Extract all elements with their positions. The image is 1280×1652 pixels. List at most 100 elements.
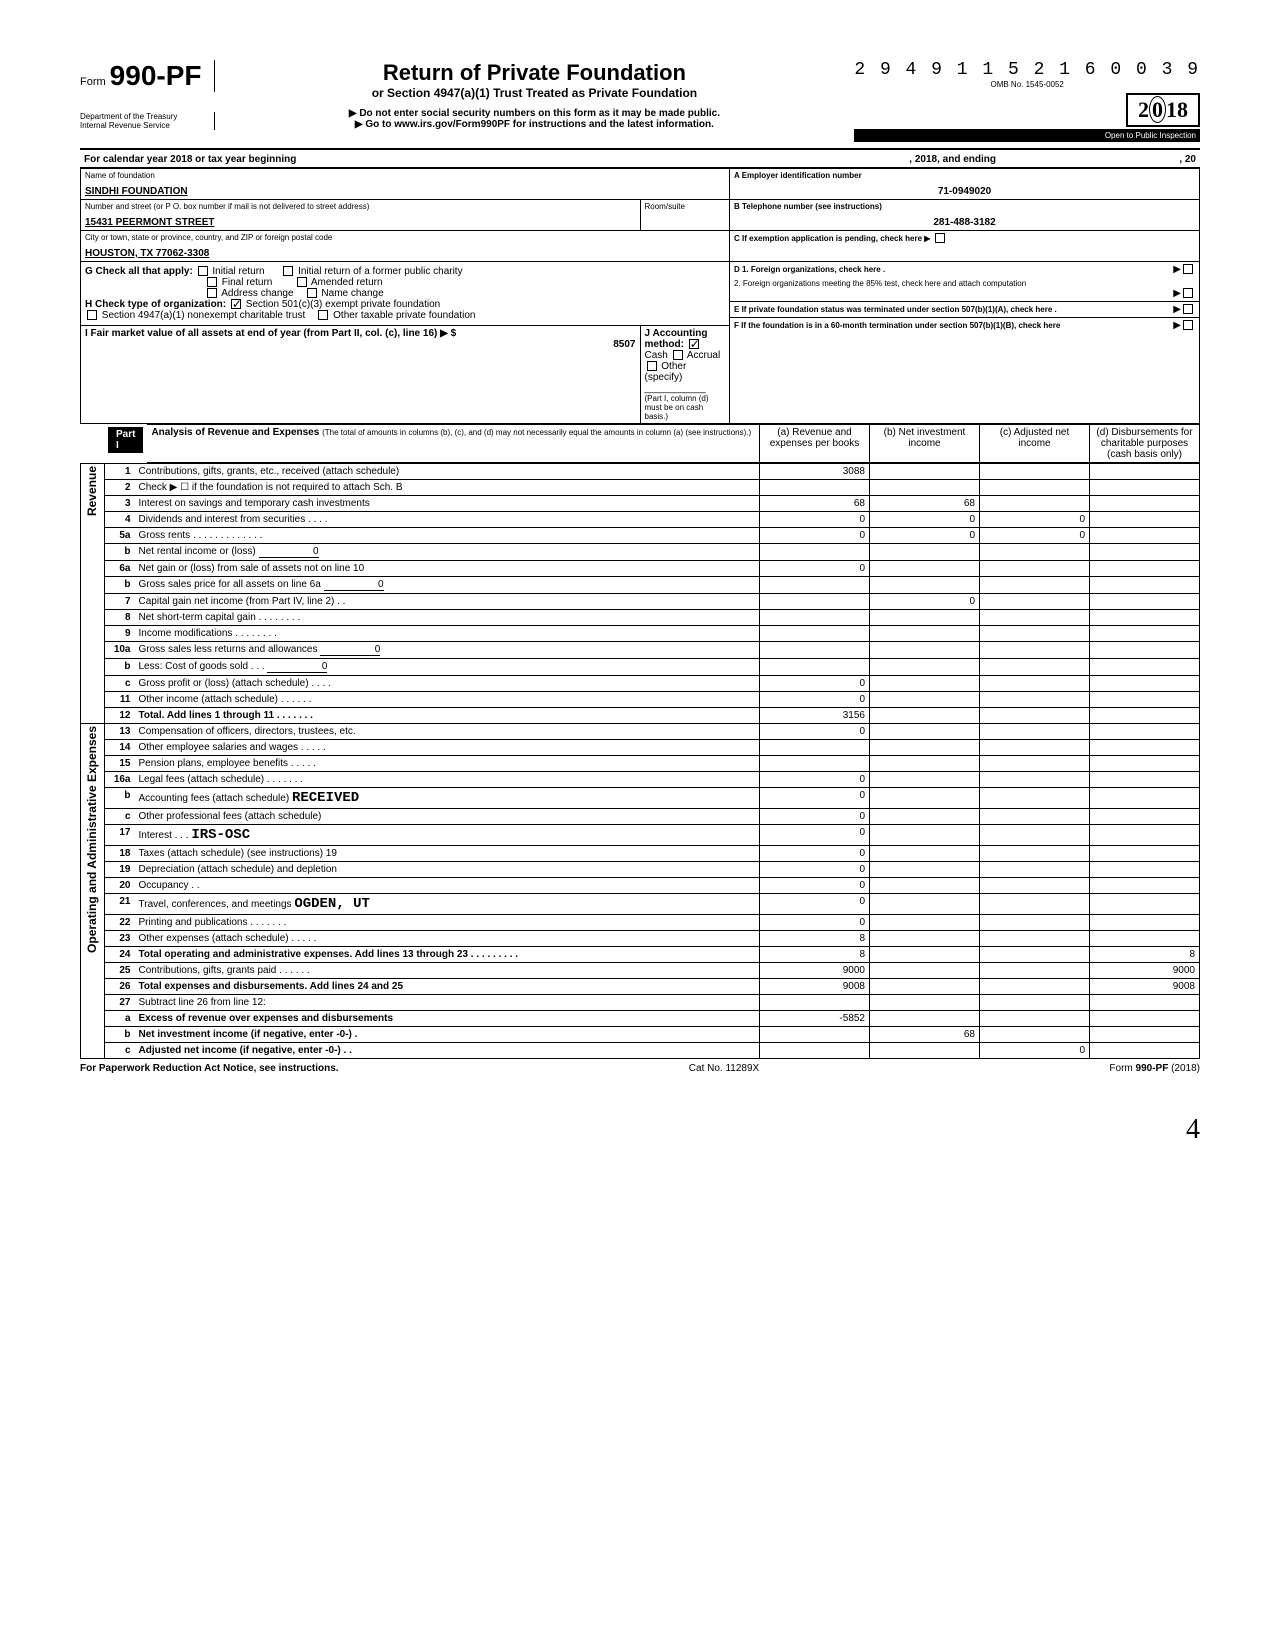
- amount-cell-b: [870, 915, 980, 931]
- amount-cell-c: [980, 931, 1090, 947]
- city-value: HOUSTON, TX 77062-3308: [85, 248, 725, 259]
- amount-cell-c: [980, 995, 1090, 1011]
- amount-cell-a: [760, 1043, 870, 1059]
- dept-line-1: Department of the Treasury: [80, 112, 202, 121]
- amount-cell-a: 9008: [760, 979, 870, 995]
- row-label: Net gain or (loss) from sale of assets n…: [135, 561, 760, 577]
- g-item-3: Amended return: [311, 277, 383, 288]
- table-row: 15Pension plans, employee benefits . . .…: [81, 756, 1200, 772]
- row-label: Check ▶ ☐ if the foundation is not requi…: [135, 480, 760, 496]
- amount-cell-a: [760, 642, 870, 659]
- row-label: Pension plans, employee benefits . . . .…: [135, 756, 760, 772]
- amount-cell-c: [980, 979, 1090, 995]
- goto-line: ▶ Go to www.irs.gov/Form990PF for instru…: [225, 119, 845, 130]
- row-label: Total expenses and disbursements. Add li…: [135, 979, 760, 995]
- amount-cell-c: [980, 963, 1090, 979]
- d1-check[interactable]: [1183, 264, 1193, 274]
- c-label: C If exemption application is pending, c…: [734, 234, 930, 243]
- table-row: bNet investment income (if negative, ent…: [81, 1027, 1200, 1043]
- amount-cell-b: [870, 894, 980, 915]
- amount-cell-d: [1090, 708, 1200, 724]
- h1-check[interactable]: [231, 299, 241, 309]
- g-label: G Check all that apply:: [85, 266, 193, 277]
- calendar-suffix: , 20: [1179, 154, 1196, 165]
- amount-cell-a: 3088: [760, 464, 870, 480]
- row-number: 8: [105, 610, 135, 626]
- page-mark: 4: [80, 1114, 1200, 1146]
- row-label: Interest . . . IRS-OSC: [135, 825, 760, 846]
- c-checkbox[interactable]: [935, 233, 945, 243]
- inspection-notice: Open to Public Inspection: [854, 129, 1200, 142]
- amount-cell-d: [1090, 577, 1200, 594]
- amount-cell-d: [1090, 496, 1200, 512]
- row-number: 2: [105, 480, 135, 496]
- dept-line-2: Internal Revenue Service: [80, 121, 202, 130]
- j-accrual-check[interactable]: [673, 350, 683, 360]
- initial-former-check[interactable]: [283, 266, 293, 276]
- amended-check[interactable]: [297, 277, 307, 287]
- table-row: 11Other income (attach schedule) . . . .…: [81, 692, 1200, 708]
- amount-cell-d: [1090, 756, 1200, 772]
- row-number: c: [105, 676, 135, 692]
- entity-block: Name of foundation SINDHI FOUNDATION A E…: [80, 168, 1200, 424]
- amount-cell-a: 0: [760, 561, 870, 577]
- amount-cell-a: 9000: [760, 963, 870, 979]
- form-title: Return of Private Foundation: [225, 60, 845, 86]
- amount-cell-c: [980, 740, 1090, 756]
- j-cash-check[interactable]: [689, 339, 699, 349]
- row-number: 14: [105, 740, 135, 756]
- table-row: bAccounting fees (attach schedule) RECEI…: [81, 788, 1200, 809]
- row-label: Other professional fees (attach schedule…: [135, 809, 760, 825]
- row-label: Adjusted net income (if negative, enter …: [135, 1043, 760, 1059]
- row-number: a: [105, 1011, 135, 1027]
- row-label: Less: Cost of goods sold . . . 0: [135, 659, 760, 676]
- h2-check[interactable]: [87, 310, 97, 320]
- final-return-check[interactable]: [207, 277, 217, 287]
- d2-check[interactable]: [1183, 288, 1193, 298]
- amount-cell-a: [760, 659, 870, 676]
- table-row: 3Interest on savings and temporary cash …: [81, 496, 1200, 512]
- h3-check[interactable]: [318, 310, 328, 320]
- initial-return-check[interactable]: [198, 266, 208, 276]
- part1-rows: Revenue1Contributions, gifts, grants, et…: [80, 463, 1200, 1059]
- amount-cell-b: [870, 626, 980, 642]
- amount-cell-c: [980, 626, 1090, 642]
- amount-cell-d: [1090, 862, 1200, 878]
- amount-cell-c: [980, 480, 1090, 496]
- amount-cell-a: 68: [760, 496, 870, 512]
- amount-cell-a: 0: [760, 724, 870, 740]
- address-change-check[interactable]: [207, 288, 217, 298]
- table-row: 12Total. Add lines 1 through 11 . . . . …: [81, 708, 1200, 724]
- amount-cell-b: [870, 544, 980, 561]
- amount-cell-c: [980, 788, 1090, 809]
- table-row: Operating and Administrative Expenses13C…: [81, 724, 1200, 740]
- row-number: 13: [105, 724, 135, 740]
- row-number: 26: [105, 979, 135, 995]
- amount-cell-b: [870, 724, 980, 740]
- form-number-box: Form 990-PF: [80, 60, 215, 92]
- f-check[interactable]: [1183, 320, 1193, 330]
- amount-cell-a: [760, 1027, 870, 1043]
- table-row: 26Total expenses and disbursements. Add …: [81, 979, 1200, 995]
- amount-cell-b: [870, 610, 980, 626]
- amount-cell-a: [760, 740, 870, 756]
- row-label: Contributions, gifts, grants paid . . . …: [135, 963, 760, 979]
- j-other-check[interactable]: [647, 361, 657, 371]
- amount-cell-b: [870, 825, 980, 846]
- amount-cell-a: 0: [760, 809, 870, 825]
- name-change-check[interactable]: [307, 288, 317, 298]
- row-number: 17: [105, 825, 135, 846]
- amount-cell-c: [980, 561, 1090, 577]
- amount-cell-b: [870, 809, 980, 825]
- amount-cell-d: [1090, 642, 1200, 659]
- row-label: Capital gain net income (from Part IV, l…: [135, 594, 760, 610]
- row-label: Dividends and interest from securities .…: [135, 512, 760, 528]
- row-number: 16a: [105, 772, 135, 788]
- amount-cell-d: [1090, 528, 1200, 544]
- e-check[interactable]: [1183, 304, 1193, 314]
- row-number: 22: [105, 915, 135, 931]
- part1-title: Analysis of Revenue and Expenses: [151, 427, 319, 438]
- row-number: 18: [105, 846, 135, 862]
- amount-cell-c: [980, 1027, 1090, 1043]
- amount-cell-c: [980, 496, 1090, 512]
